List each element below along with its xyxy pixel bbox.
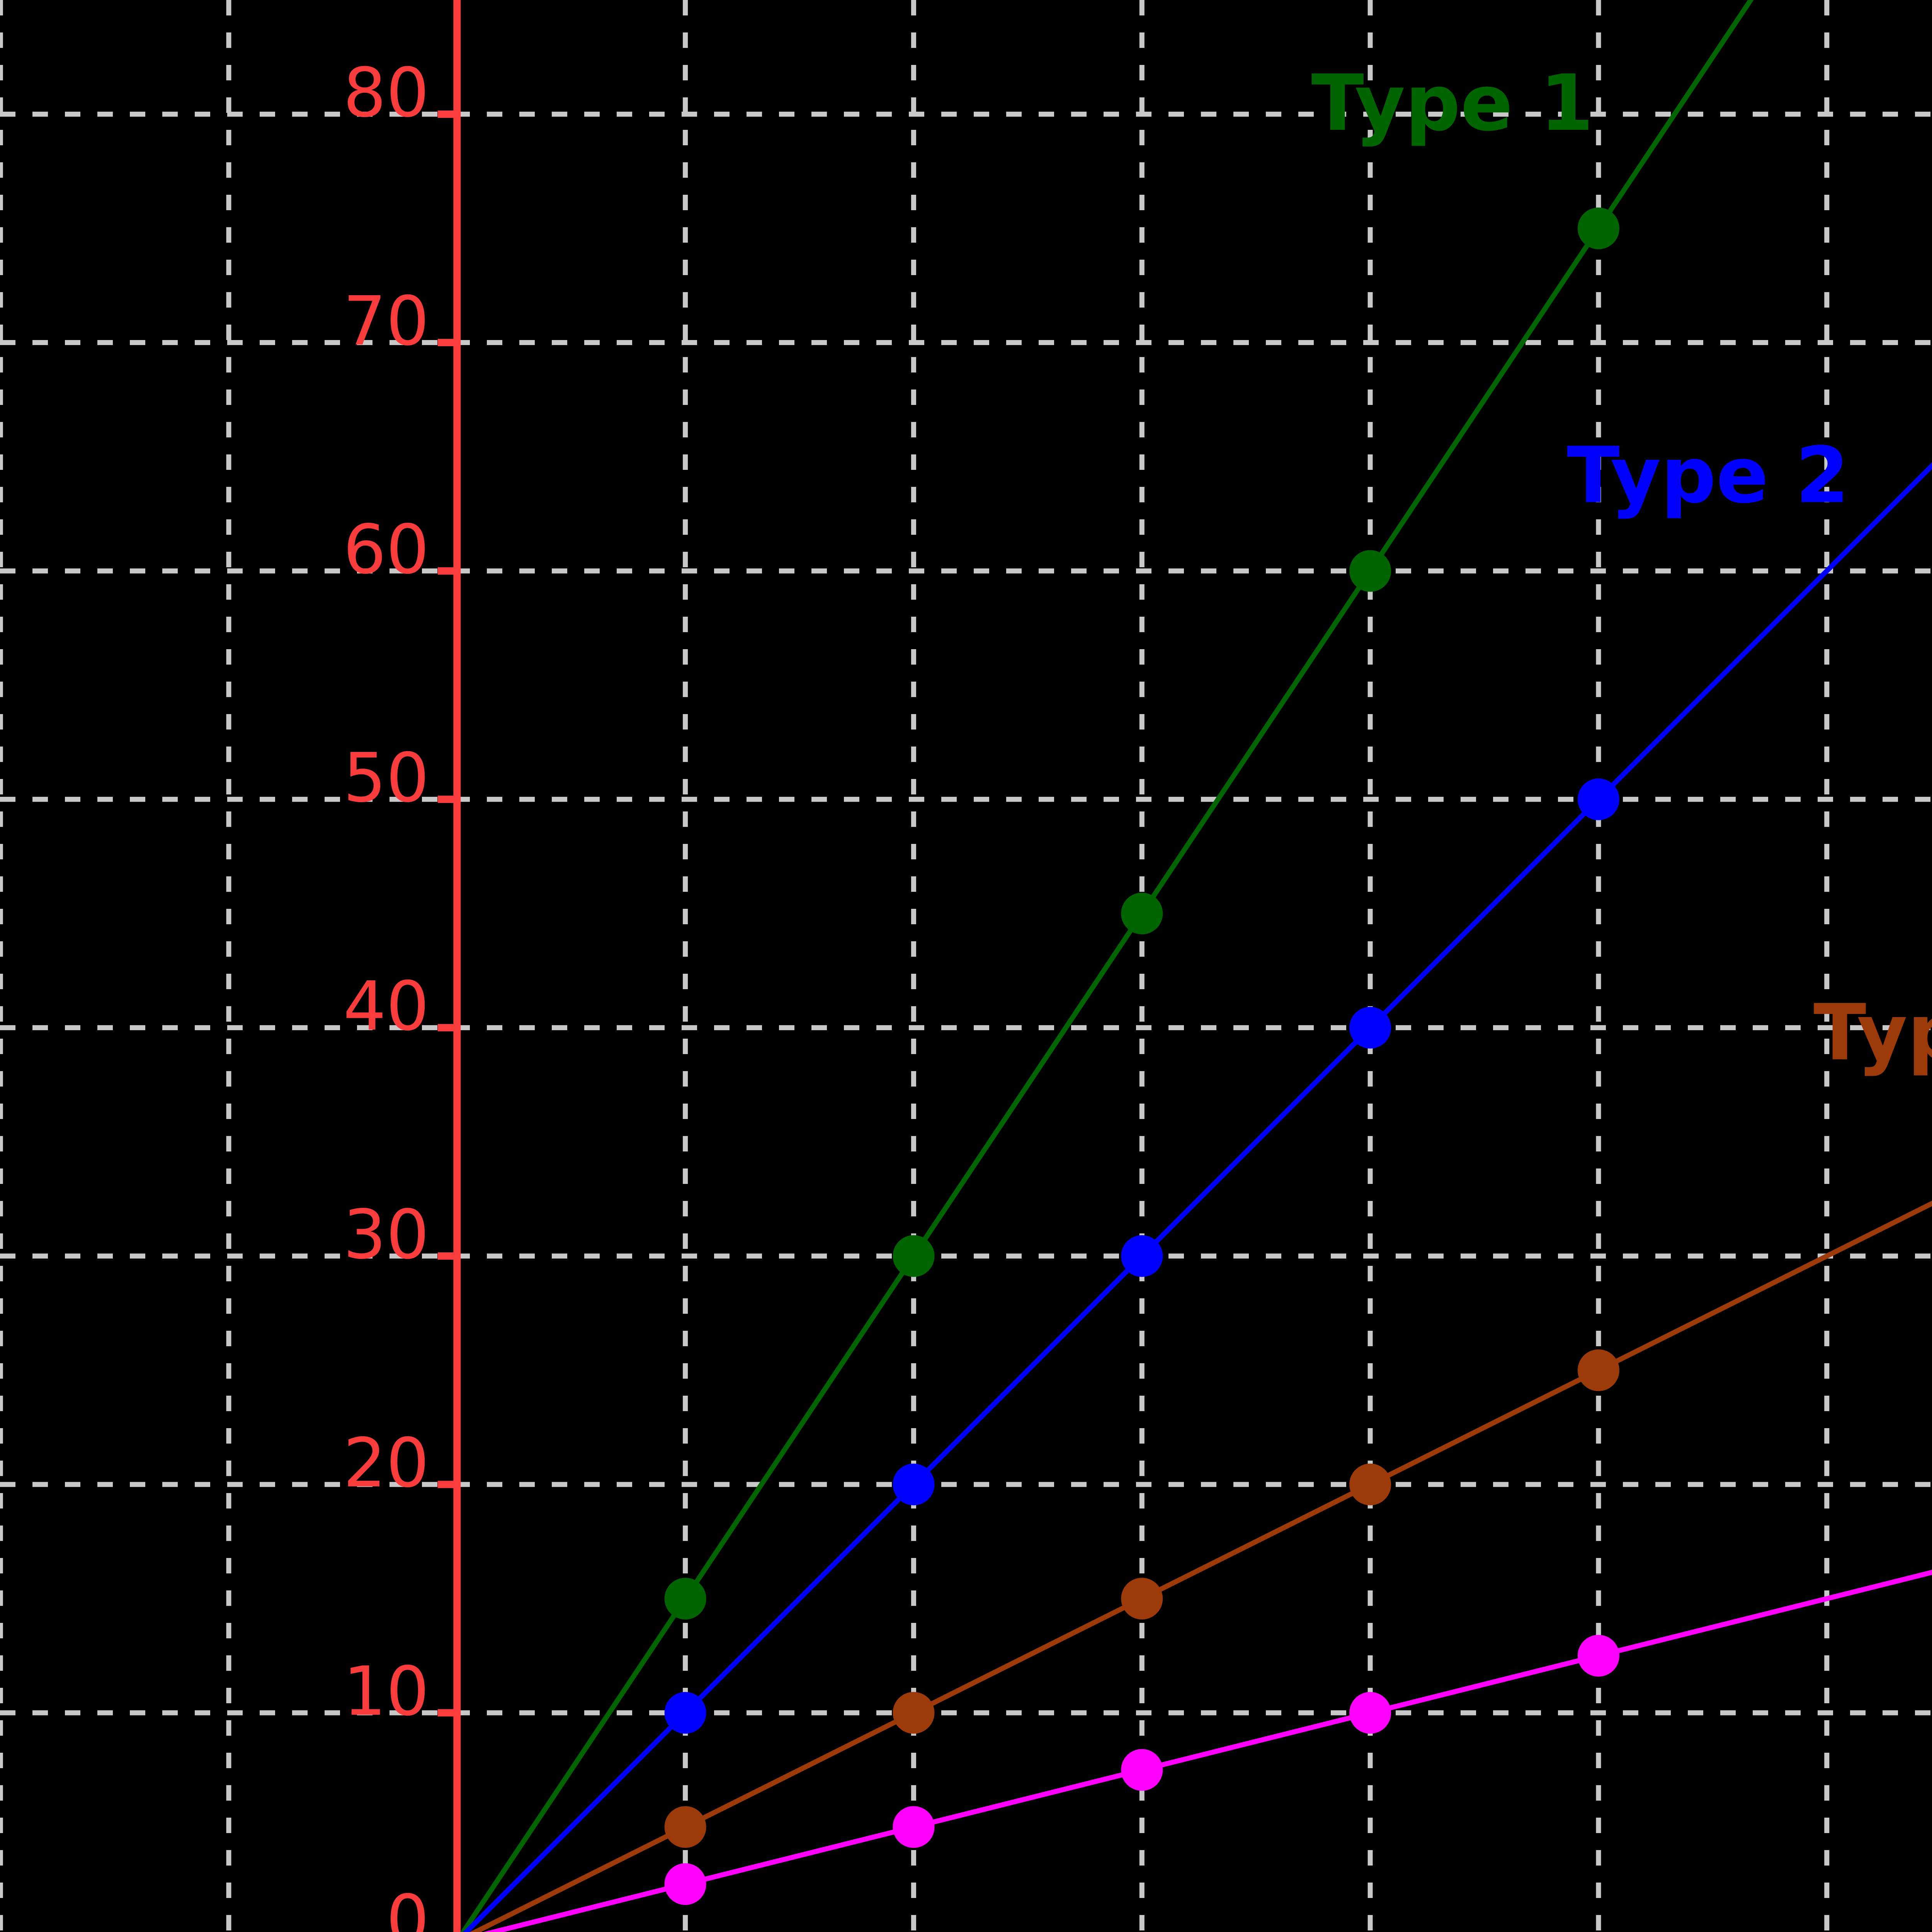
y-tick-label: 20: [343, 1424, 429, 1503]
data-point-type-1: [1121, 893, 1163, 935]
y-tick-label: 50: [343, 739, 429, 818]
series-line-type-3: [469, 1201, 1932, 1932]
series-line-type-4: [483, 1570, 1932, 1932]
data-point-type-1: [1577, 207, 1619, 250]
y-tick-label: 60: [343, 511, 429, 589]
y-tick-label: 40: [343, 968, 429, 1046]
y-tick-label: 30: [343, 1196, 429, 1274]
tick-labels: -505101520253035404501020304050607080: [343, 54, 429, 1932]
data-point-type-3: [1577, 1349, 1619, 1391]
data-point-type-4: [664, 1863, 706, 1905]
data-point-type-2: [664, 1692, 706, 1734]
data-point-type-1: [664, 1578, 706, 1620]
data-point-type-1: [1349, 550, 1391, 592]
data-points: [664, 207, 1619, 1905]
data-point-type-1: [893, 1235, 935, 1277]
y-tick-label: 70: [343, 282, 429, 361]
axis-ticks: [437, 111, 457, 1717]
data-point-type-4: [1121, 1749, 1163, 1791]
y-tick-label: 10: [343, 1653, 429, 1731]
data-point-type-2: [893, 1463, 935, 1505]
series-label-type-2: Type 2: [1567, 430, 1849, 520]
series-label-type-1: Type 1: [1311, 58, 1594, 148]
data-point-type-2: [1121, 1235, 1163, 1277]
data-point-type-4: [1349, 1692, 1391, 1734]
data-point-type-3: [1121, 1578, 1163, 1620]
data-point-type-2: [1577, 778, 1619, 820]
data-point-type-4: [893, 1806, 935, 1848]
data-point-type-3: [893, 1692, 935, 1734]
y-tick-label: 0: [386, 1881, 429, 1932]
series-label-type-3: Type 3: [1813, 988, 1932, 1078]
data-point-type-3: [1349, 1463, 1391, 1505]
data-point-type-4: [1577, 1634, 1619, 1677]
data-point-type-3: [664, 1806, 706, 1848]
y-tick-label: 80: [343, 54, 429, 133]
data-point-type-2: [1349, 1007, 1391, 1049]
